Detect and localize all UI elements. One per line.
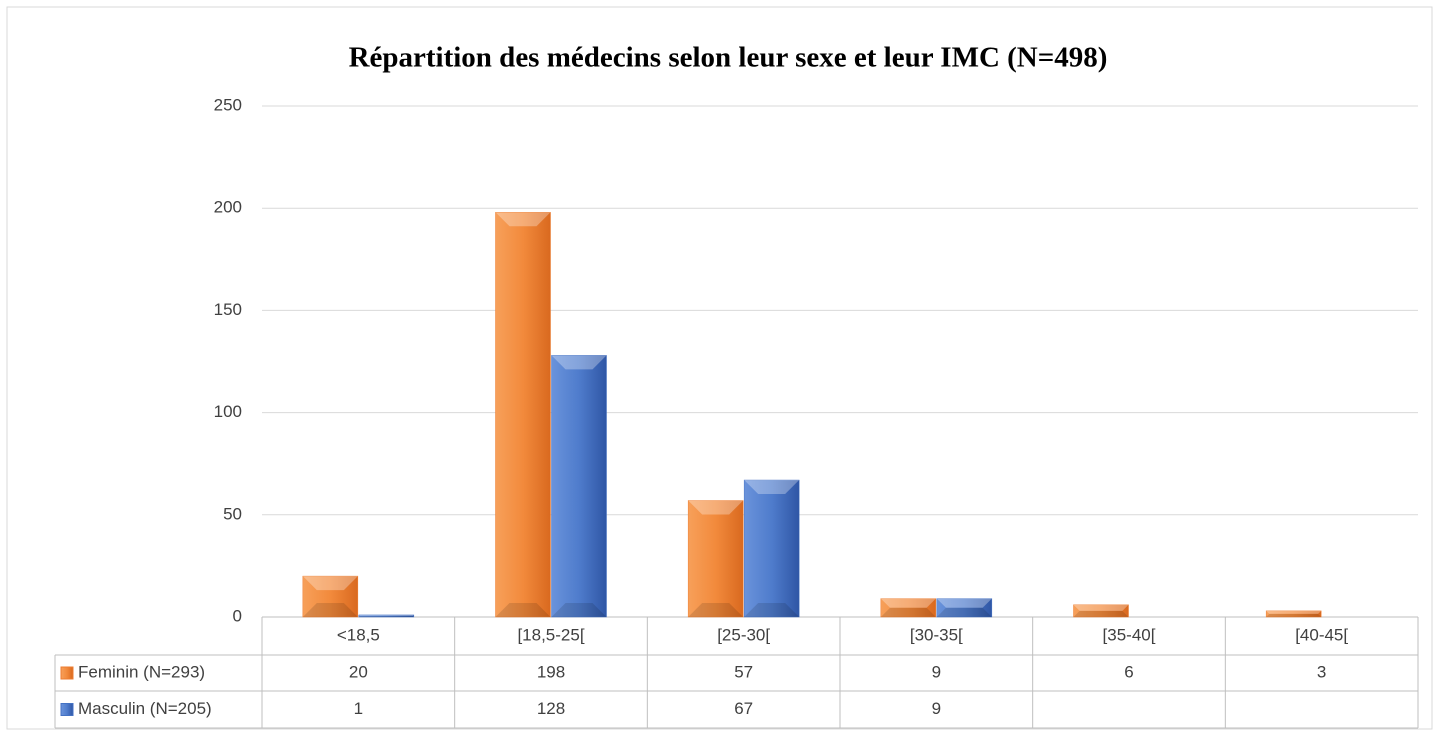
bar [302,575,359,618]
table-value: 3 [1317,662,1326,681]
bar-bevel [936,607,992,617]
bar [551,355,607,618]
table-value: 198 [537,662,565,681]
legend-swatch [60,703,74,716]
table-value: 128 [537,699,565,718]
bar-bevel [358,614,414,616]
y-tick-label: 150 [214,300,242,319]
table-value: 1 [354,699,363,718]
y-tick-label: 0 [233,606,242,625]
bar [880,598,937,618]
table-value: 6 [1124,662,1133,681]
bar-bevel [302,576,358,591]
y-tick-label: 100 [214,402,242,421]
x-tick-label: [40-45[ [1295,625,1348,644]
table-value: 9 [932,699,941,718]
x-tick-label: [35-40[ [1103,625,1156,644]
bar-bevel [551,355,607,370]
bar-bevel [936,598,992,608]
bar-bevel [1073,610,1129,617]
bar-bevel [744,480,800,495]
table-value: 20 [349,662,368,681]
chart-border [6,6,1433,730]
bar [1073,604,1129,618]
bar [743,479,800,618]
bar-bevel [495,212,551,227]
bar [687,500,744,618]
legend-label: Masculin (N=205) [78,699,212,718]
chart-title: Répartition des médecins selon leur sexe… [349,42,1108,74]
legend-swatch [60,666,74,680]
bar [1265,610,1322,618]
y-tick-label: 50 [223,504,242,523]
x-tick-label: [25-30[ [717,625,770,644]
table-value: 67 [734,699,753,718]
bar-bevel [495,603,551,617]
y-tick-label: 200 [214,198,242,217]
bar-bevel [302,603,358,617]
bar [495,212,551,618]
bar-bevel [358,615,414,617]
bar-bevel [880,598,936,608]
table-value: 9 [932,662,941,681]
bar-bevel [551,603,607,617]
legend-label: Feminin (N=293) [78,662,205,681]
x-tick-label: [18,5-25[ [517,625,584,644]
bar-bevel [1266,610,1322,614]
bar [358,614,415,618]
bar-bevel [744,603,800,617]
bar-bevel [688,603,744,617]
y-tick-label: 250 [214,95,242,114]
x-tick-label: <18,5 [337,625,380,644]
table-value: 57 [734,662,753,681]
bar-bevel [880,607,936,617]
bar-bevel [1073,604,1129,611]
bar [936,598,993,618]
bar-bevel [1266,613,1322,617]
x-tick-label: [30-35[ [910,625,963,644]
bar-bevel [688,500,744,515]
